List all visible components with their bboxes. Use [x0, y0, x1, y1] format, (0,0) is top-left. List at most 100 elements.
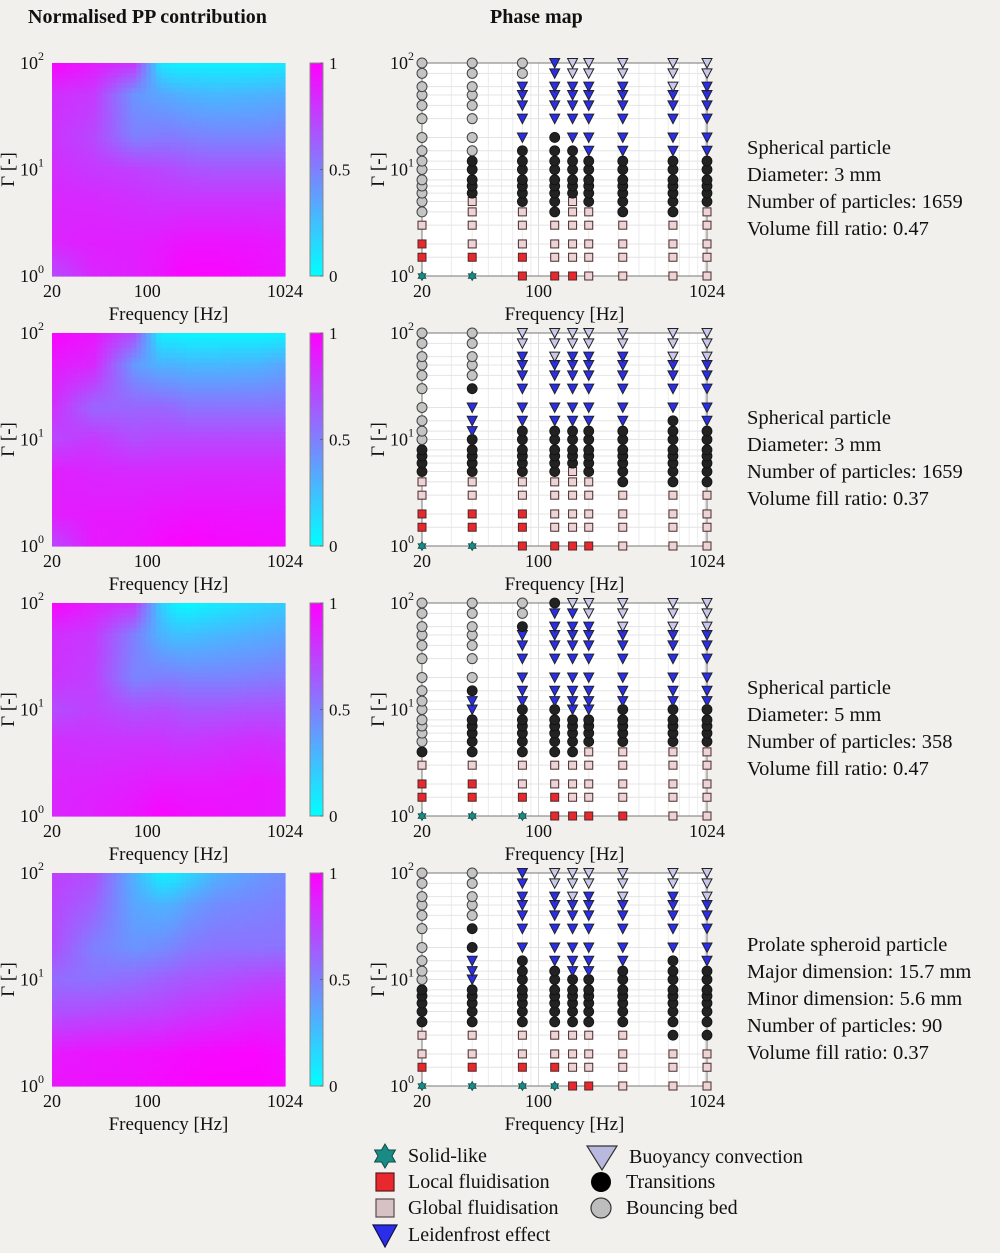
- heatmap-cell: [76, 63, 83, 69]
- heatmap-cell: [52, 516, 58, 522]
- heatmap-cell: [106, 412, 113, 418]
- heatmap-cell: [210, 642, 217, 649]
- heatmap-cell: [280, 342, 286, 349]
- heatmap-cell: [235, 466, 241, 473]
- heatmap-cell: [141, 456, 147, 463]
- heatmap-cell: [190, 541, 197, 547]
- heatmap-cell: [71, 196, 78, 203]
- heatmap-cell: [270, 226, 276, 233]
- heatmap-cell: [270, 377, 276, 384]
- heatmap-cell: [245, 72, 251, 79]
- heatmap-cell: [260, 97, 266, 104]
- heatmap-cell: [215, 617, 222, 624]
- heatmap-cell: [225, 637, 232, 644]
- heatmap-cell: [71, 407, 78, 413]
- heatmap-cell: [245, 236, 251, 242]
- heatmap-cell: [101, 496, 108, 503]
- heatmap-cell: [280, 677, 286, 683]
- heatmap-cell: [166, 241, 172, 247]
- heatmap-cell: [220, 397, 227, 403]
- heatmap-cell: [245, 446, 251, 453]
- heatmap-cell: [111, 186, 118, 193]
- heatmap-cell: [121, 516, 127, 522]
- heatmap-cell: [91, 142, 98, 148]
- heatmap-cell: [270, 112, 276, 119]
- heatmap-cell: [265, 342, 271, 349]
- heatmap-cell: [240, 97, 246, 104]
- heatmap-cell: [71, 72, 78, 79]
- heatmap-cell: [166, 617, 172, 624]
- heatmap-cell: [116, 72, 123, 79]
- heatmap-cell: [220, 102, 227, 109]
- heatmap-cell: [111, 261, 118, 267]
- heatmap-cell: [170, 67, 177, 74]
- heatmap-cell: [250, 206, 256, 213]
- heatmap-cell: [131, 617, 137, 624]
- heatmap-cell: [270, 476, 276, 483]
- heatmap-cell: [190, 357, 197, 364]
- heatmap-cell: [111, 662, 118, 668]
- heatmap-cell: [195, 662, 202, 668]
- heatmap-cell: [185, 612, 192, 619]
- heatmap-cell: [121, 191, 127, 198]
- heatmap-cell: [56, 491, 63, 498]
- heatmap-cell: [156, 352, 162, 359]
- heatmap-cell: [96, 652, 103, 659]
- heatmap-cell: [121, 466, 127, 473]
- heatmap-cell: [195, 496, 202, 503]
- heatmap-cell: [245, 246, 251, 252]
- heatmap-cell: [61, 112, 68, 119]
- heatmap-cell: [151, 72, 157, 79]
- heatmap-cell: [111, 97, 118, 104]
- heatmap-cell: [56, 176, 63, 183]
- heatmap-cell: [61, 657, 68, 664]
- heatmap-cell: [166, 491, 172, 498]
- heatmap-cell: [235, 417, 241, 423]
- heatmap-cell: [52, 117, 58, 124]
- heatmap-cell: [146, 87, 152, 94]
- heatmap-cell: [190, 347, 197, 354]
- heatmap-cell: [151, 167, 157, 173]
- heatmap-cell: [131, 236, 137, 242]
- heatmap-cell: [131, 377, 137, 384]
- heatmap-cell: [136, 211, 142, 218]
- heatmap-cell: [96, 251, 103, 257]
- heatmap-cell: [86, 476, 93, 483]
- heatmap-cell: [245, 662, 251, 668]
- heatmap-cell: [245, 471, 251, 478]
- heatmap-cell: [275, 471, 281, 478]
- heatmap-cell: [101, 642, 108, 649]
- heatmap-cell: [131, 536, 137, 542]
- heatmap-cell: [136, 652, 142, 659]
- heatmap-cell: [146, 476, 152, 483]
- heatmap-cell: [126, 687, 132, 693]
- heatmap-cell: [146, 92, 152, 99]
- heatmap-cell: [225, 256, 232, 262]
- heatmap-cell: [106, 451, 113, 458]
- heatmap-cell: [200, 333, 207, 339]
- colorbar-tick-label: 1: [329, 54, 338, 73]
- heatmap-cell: [101, 697, 108, 703]
- heatmap-cell: [215, 333, 222, 339]
- heatmap-cell: [185, 491, 192, 498]
- heatmap-cell: [141, 127, 147, 133]
- heatmap-cell: [86, 337, 93, 344]
- heatmap-cell: [195, 87, 202, 94]
- heatmap-cell: [260, 422, 266, 428]
- heatmap-cell: [131, 181, 137, 188]
- heatmap-cell: [210, 176, 217, 183]
- heatmap-cell: [220, 337, 227, 344]
- heatmap-cell: [161, 637, 167, 644]
- heatmap-cell: [200, 432, 207, 438]
- heatmap-cell: [66, 407, 73, 413]
- heatmap-cell: [91, 672, 98, 678]
- heatmap-cell: [215, 652, 222, 659]
- heatmap-cell: [210, 241, 217, 247]
- heatmap-cell: [250, 157, 256, 163]
- heatmap-cell: [245, 607, 251, 614]
- heatmap-cell: [151, 132, 157, 138]
- heatmap-cell: [111, 221, 118, 228]
- heatmap-cell: [131, 372, 137, 379]
- heatmap-cell: [190, 63, 197, 69]
- heatmap-cell: [136, 486, 142, 493]
